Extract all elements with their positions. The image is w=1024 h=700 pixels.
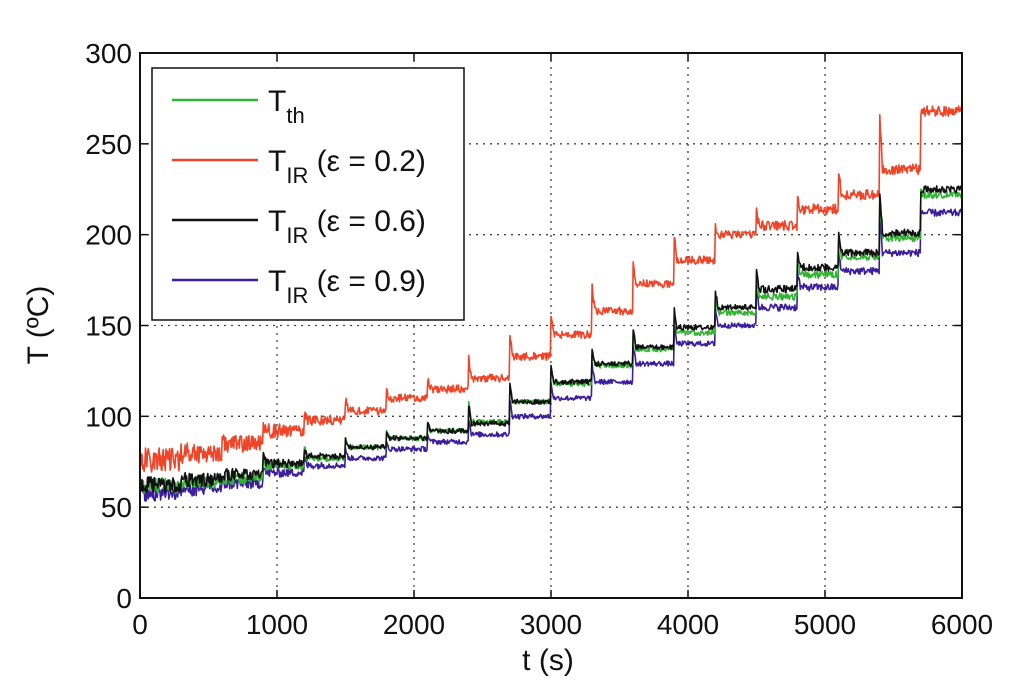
x-tick-label: 4000 — [657, 609, 719, 640]
x-tick-label: 6000 — [931, 609, 993, 640]
legend-label-3: TIR (ε = 0.9) — [268, 265, 426, 308]
legend-label-1: TIR (ε = 0.2) — [268, 145, 426, 188]
x-tick-label: 3000 — [520, 609, 582, 640]
legend: Tth TIR (ε = 0.2) TIR (ε = 0.6) TIR (ε = 0.… — [151, 67, 465, 321]
x-tick-label: 5000 — [794, 609, 856, 640]
x-tick-label: 0 — [132, 609, 148, 640]
x-axis-label: t (s) — [522, 644, 574, 677]
series-layer — [139, 105, 963, 502]
y-tick-label: 250 — [85, 129, 132, 160]
legend-box — [151, 67, 465, 321]
y-tick-label: 150 — [85, 311, 132, 342]
y-tick-label: 0 — [116, 583, 132, 614]
ticks: 0 1000 2000 3000 4000 5000 6000 0 50 100 150 200 250… — [85, 38, 993, 640]
y-axis-label: T (ºC) — [22, 286, 55, 365]
x-tick-label: 1000 — [246, 609, 308, 640]
x-tick-label: 2000 — [383, 609, 445, 640]
y-tick-label: 200 — [85, 220, 132, 251]
y-tick-label: 300 — [85, 38, 132, 69]
y-tick-label: 100 — [85, 401, 132, 432]
legend-label-2: TIR (ε = 0.6) — [268, 205, 426, 248]
series-line-1 — [139, 105, 963, 473]
legend-label-0: Tth — [268, 85, 305, 128]
y-tick-label: 50 — [101, 492, 132, 523]
series-line-2 — [139, 185, 963, 494]
